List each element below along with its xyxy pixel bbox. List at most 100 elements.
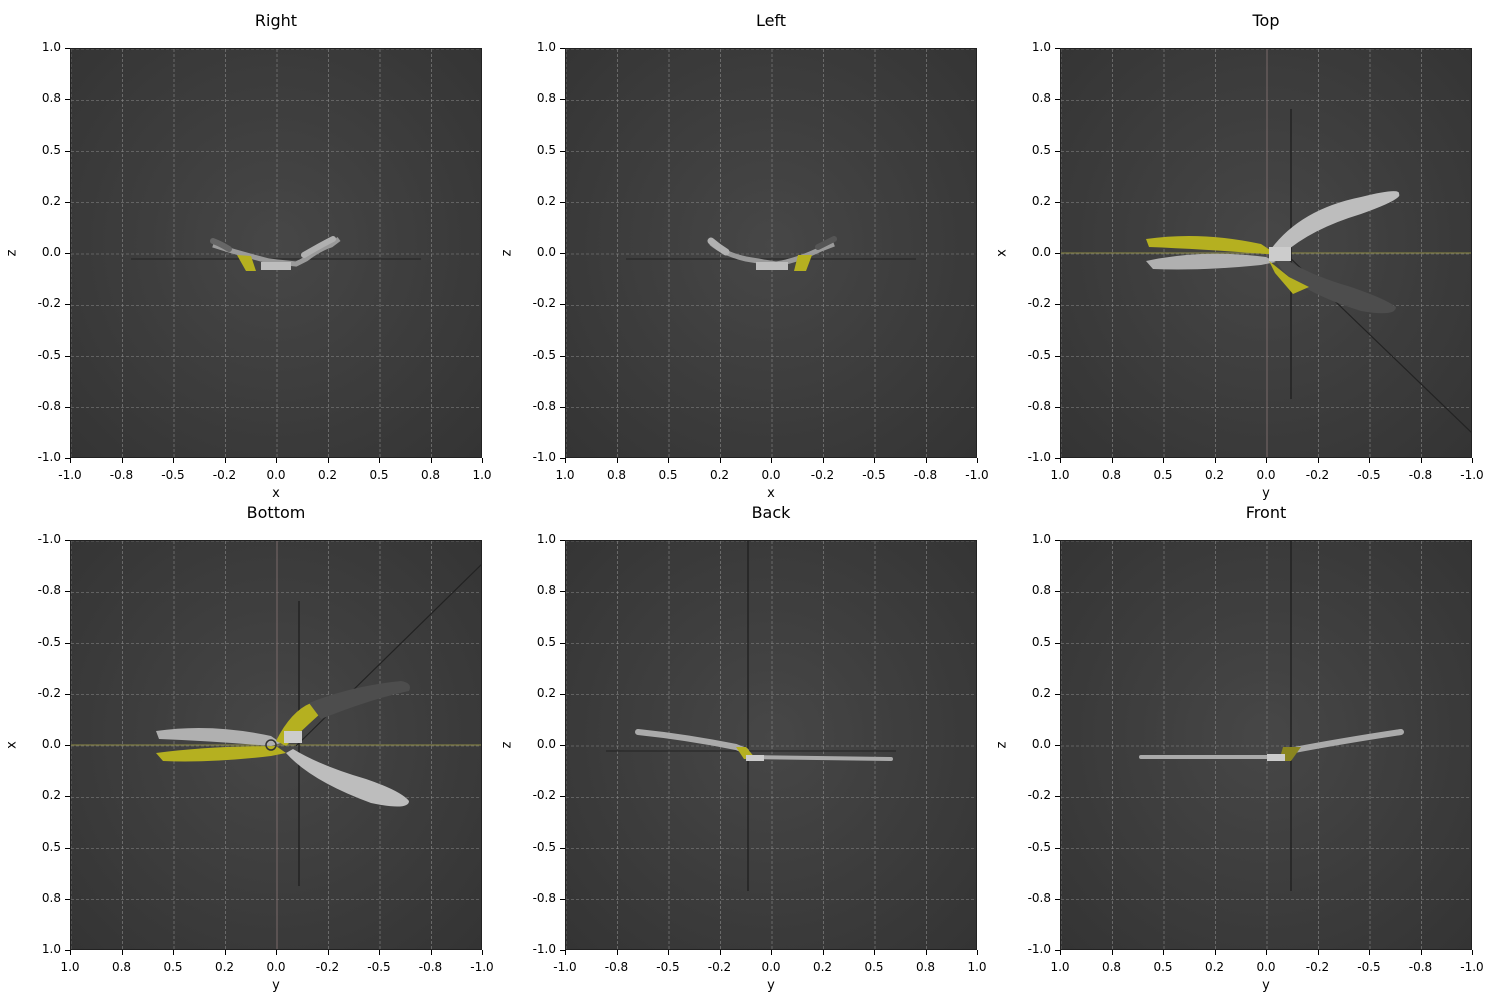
- y-tick-label: 0.0: [41, 245, 61, 259]
- x-tick-label: -0.2: [810, 468, 835, 482]
- x-tick-mark: [616, 458, 618, 463]
- x-tick-label: 0.2: [1204, 468, 1225, 482]
- x-tick-mark: [822, 950, 824, 955]
- y-tick-label: -1.0: [532, 450, 556, 464]
- x-tick-mark: [1317, 950, 1319, 955]
- x-tick-mark: [276, 950, 277, 955]
- y-tick-label: 1.0: [41, 942, 61, 956]
- x-tick-label: 0.8: [1101, 960, 1122, 974]
- x-tick-mark: [482, 950, 483, 955]
- render-svg: [71, 541, 481, 949]
- x-tick-mark: [224, 950, 226, 955]
- x-axis-label: y: [1262, 486, 1270, 501]
- grid-lines: [71, 49, 481, 457]
- x-tick-mark: [70, 950, 71, 955]
- panel-title: Front: [1245, 503, 1287, 522]
- x-tick-label: 0.8: [420, 468, 441, 482]
- y-tick-mark: [1055, 591, 1060, 593]
- y-tick-mark: [65, 150, 70, 152]
- y-tick-mark: [560, 150, 565, 152]
- y-tick-mark: [560, 355, 565, 357]
- y-tick-mark: [65, 406, 70, 408]
- y-tick-mark: [1055, 201, 1060, 203]
- x-tick-label: -0.2: [707, 960, 732, 974]
- x-tick-label: -1.0: [58, 468, 82, 482]
- x-tick-label: -0.8: [1408, 960, 1433, 974]
- y-tick-label: -0.2: [532, 296, 556, 311]
- y-tick-mark: [65, 950, 70, 951]
- x-tick-mark: [1111, 950, 1113, 955]
- x-tick-mark: [565, 458, 566, 463]
- y-tick-mark: [65, 253, 70, 254]
- y-tick-label: -0.2: [1027, 296, 1051, 311]
- panel-top: Top y x 1.0 0.8 0.5 0.2 0.0 -0.2 -0.5 -0.8 -1.0 1…: [990, 10, 1484, 501]
- y-tick-mark: [560, 898, 565, 900]
- y-tick-mark: [1055, 642, 1060, 644]
- x-tick-label: 1.0: [967, 960, 987, 974]
- plier-tip-right: [815, 236, 837, 250]
- y-tick-label: -0.5: [37, 634, 61, 649]
- grid-lines: [1061, 541, 1471, 949]
- y-tick-label: -1.0: [37, 450, 61, 464]
- y-tick-label: 0.2: [41, 788, 61, 803]
- x-tick-label: 0.2: [317, 468, 338, 482]
- x-tick-label: 1.0: [60, 960, 80, 974]
- y-tick-label: -1.0: [532, 942, 556, 956]
- handle-upper: [1146, 235, 1276, 254]
- y-tick-label: 0.0: [1031, 737, 1051, 751]
- y-tick-mark: [560, 304, 565, 306]
- handle-right-lower: [1276, 257, 1396, 314]
- y-tick-mark: [560, 796, 565, 798]
- y-tick-mark: [1055, 304, 1060, 306]
- panel-title: Top: [1252, 11, 1280, 30]
- viewport: [70, 48, 482, 458]
- panel-title: Back: [751, 503, 791, 522]
- x-tick-label: -0.8: [1408, 468, 1433, 482]
- x-tick-mark: [327, 950, 329, 955]
- y-tick-label: -0.8: [1027, 398, 1051, 413]
- y-tick-mark: [560, 745, 565, 746]
- y-tick-label: 1.0: [41, 40, 61, 54]
- x-tick-mark: [173, 458, 174, 463]
- y-tick-mark: [65, 355, 70, 357]
- y-tick-mark: [1055, 847, 1060, 849]
- x-tick-mark: [327, 458, 329, 463]
- x-tick-mark: [668, 458, 669, 463]
- y-tick-mark: [1055, 253, 1060, 254]
- x-tick-label: -0.2: [1305, 960, 1330, 974]
- y-tick-label: 0.8: [1031, 91, 1051, 106]
- x-tick-mark: [1111, 458, 1113, 463]
- y-tick-label: 0.2: [1031, 193, 1051, 208]
- x-tick-mark: [771, 950, 772, 955]
- y-tick-label: -1.0: [1027, 942, 1051, 956]
- y-tick-label: 0.8: [41, 890, 61, 905]
- x-tick-label: 0.0: [1256, 468, 1276, 482]
- y-tick-label: -0.8: [37, 398, 61, 413]
- handle-upper: [1286, 729, 1404, 754]
- viewport: [1060, 540, 1472, 950]
- x-tick-mark: [977, 950, 978, 955]
- y-tick-label: 0.5: [1031, 142, 1051, 157]
- x-tick-label: 0.5: [163, 960, 183, 974]
- x-tick-label: 0.2: [709, 468, 730, 482]
- y-tick-mark: [1055, 745, 1060, 746]
- panel-right: Right x z -1.0 -0.8 -0.5 -0.2 0.0 0.2 0.5 0.8 1.…: [0, 10, 492, 501]
- y-tick-label: 0.8: [1031, 583, 1051, 598]
- x-tick-mark: [121, 950, 123, 955]
- panel-front: Front y z 1.0 0.8 0.5 0.2 0.0 -0.2 -0.5 -0.8 -1.…: [990, 502, 1484, 993]
- y-tick-mark: [65, 642, 70, 644]
- x-tick-label: -0.2: [1305, 468, 1330, 482]
- highlight-jaw: [1269, 261, 1309, 294]
- y-tick-mark: [560, 847, 565, 849]
- render-svg: [566, 49, 976, 457]
- y-tick-label: -0.2: [532, 788, 556, 803]
- x-tick-mark: [482, 458, 483, 463]
- y-tick-label: -0.8: [532, 890, 556, 905]
- x-tick-label: 0.5: [1153, 960, 1173, 974]
- y-tick-mark: [1055, 458, 1060, 459]
- x-tick-mark: [379, 950, 380, 955]
- handle-lower: [156, 746, 286, 762]
- handle-upper: [635, 729, 749, 754]
- panel-left: Left x z 1.0 0.8 0.5 0.2 0.0 -0.2 -0.5 -0.8 -1.0…: [495, 10, 989, 501]
- y-tick-mark: [560, 201, 565, 203]
